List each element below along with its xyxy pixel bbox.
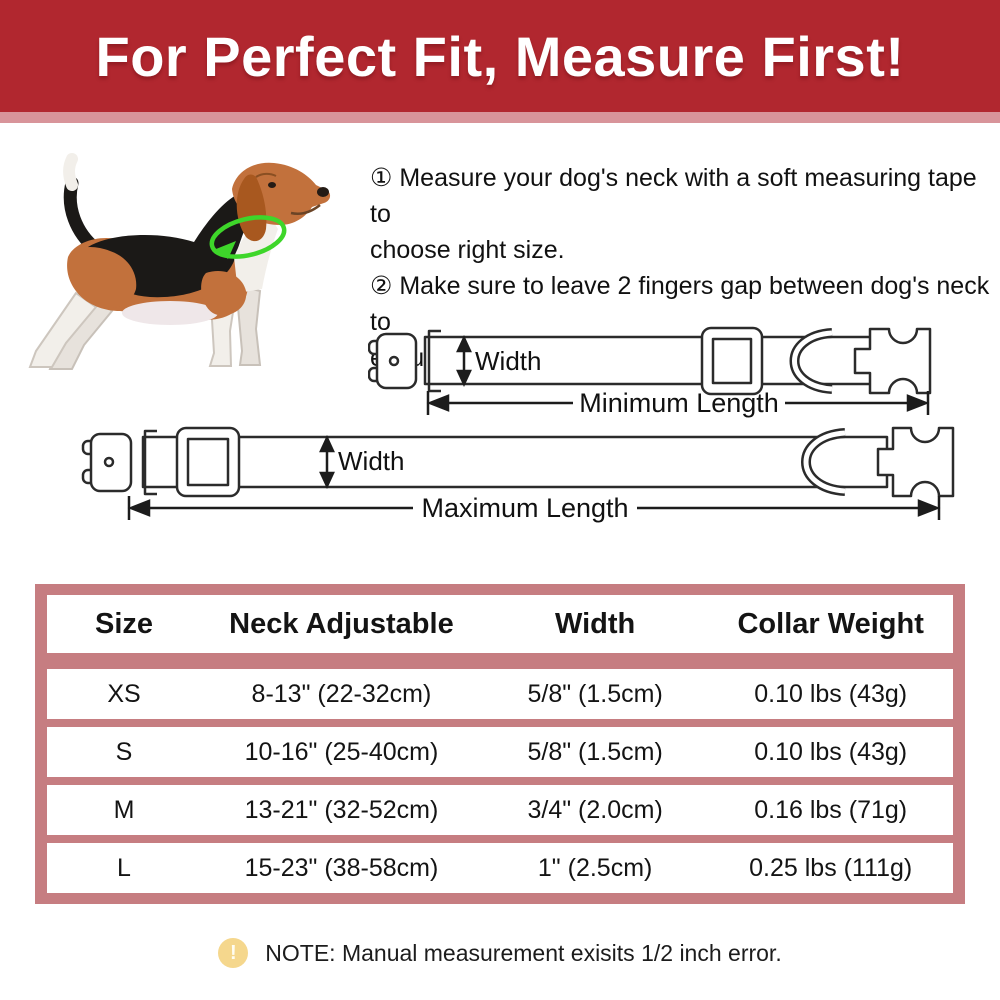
dog-eye [268,182,276,188]
size-table: Size Neck Adjustable Width Collar Weight… [35,584,965,904]
table-row-l: L 15-23" (38-58cm) 1" (2.5cm) 0.25 lbs (… [47,843,953,893]
cell-size: M [113,795,135,824]
dog-ear [236,174,267,242]
buckle-female [876,426,955,498]
header-banner: For Perfect Fit, Measure First! [0,0,1000,112]
dog-nose [317,187,329,197]
table-header-row: Size Neck Adjustable Width Collar Weight [47,595,953,653]
cell-size: S [115,737,133,766]
cell-weight: 0.25 lbs (111g) [749,853,913,882]
cell-neck: 10-16" (25-40cm) [244,737,439,766]
buckle-female [853,327,932,395]
cell-weight: 0.16 lbs (71g) [754,795,908,824]
width-arrow [456,335,472,387]
column-header-width: Width [554,607,636,640]
note-text: NOTE: Manual measurement exisits 1/2 inc… [265,939,782,966]
table-row-xs: XS 8-13" (22-32cm) 5/8" (1.5cm) 0.10 lbs… [47,669,953,719]
cell-width: 5/8" (1.5cm) [527,737,663,766]
table-row-s: S 10-16" (25-40cm) 5/8" (1.5cm) 0.10 lbs… [47,727,953,777]
column-header-weight: Collar Weight [737,607,924,640]
maximum-length-arrow [127,496,941,520]
column-header-size: Size [94,607,154,640]
tri-glide-slider [175,426,241,498]
table-row-m: M 13-21" (32-52cm) 3/4" (2.0cm) 0.16 lbs… [47,785,953,835]
cell-neck: 13-21" (32-52cm) [244,795,439,824]
width-label: Width [338,446,404,476]
cell-size: L [117,853,131,882]
maximum-length-label: Maximum Length [421,493,628,523]
cell-neck: 8-13" (22-32cm) [251,679,432,708]
collar-diagram-minimum: Width Minimum Length [368,326,932,418]
measurement-note: ! NOTE: Manual measurement exisits 1/2 i… [0,938,1000,968]
exclamation-icon: ! [218,938,249,968]
tri-glide-slider [700,326,764,396]
instruction-step-1: ① Measure your dog's neck with a soft me… [370,164,977,264]
minimum-length-arrow [426,391,930,415]
collar-strap [141,435,889,489]
cell-weight: 0.10 lbs (43g) [754,737,908,766]
collar-diagram-maximum: Width Maximum Length [81,426,955,523]
page-title: For Perfect Fit, Measure First! [95,24,905,88]
cell-weight: 0.10 lbs (43g) [754,679,908,708]
column-header-neck: Neck Adjustable [229,607,454,640]
cell-neck: 15-23" (38-58cm) [244,853,439,882]
cell-width: 3/4" (2.0cm) [527,795,663,824]
cell-size: XS [107,679,141,708]
measuring-tape-icon [209,215,287,259]
dog-tail [63,176,103,256]
dog-illustration [28,153,331,370]
width-arrow [319,435,335,489]
cell-width: 1" (2.5cm) [537,853,653,882]
minimum-length-label: Minimum Length [579,388,779,418]
width-label: Width [475,346,541,376]
cell-width: 5/8" (1.5cm) [527,679,663,708]
header-strip [0,112,1000,123]
